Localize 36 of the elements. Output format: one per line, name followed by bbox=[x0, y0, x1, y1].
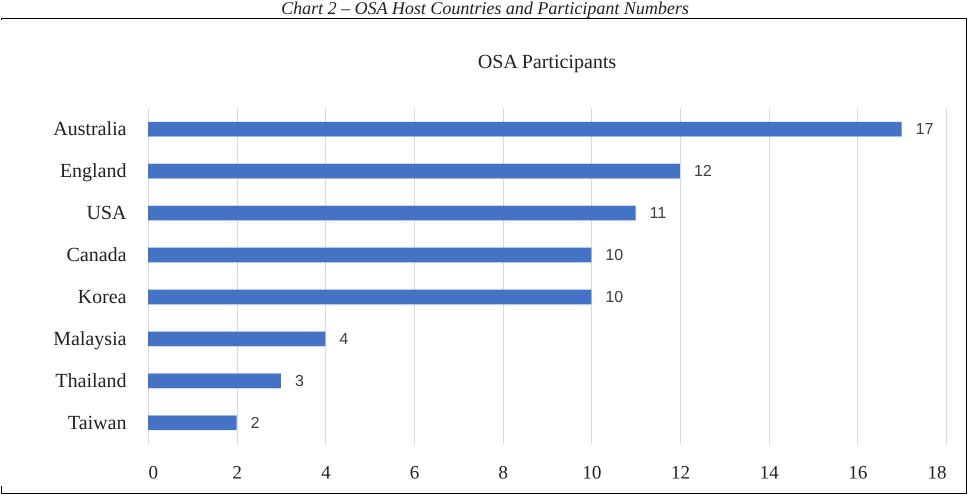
bar bbox=[148, 122, 902, 137]
y-tick-label: England bbox=[60, 160, 126, 182]
data-label: 11 bbox=[650, 205, 666, 222]
y-tick-label: Australia bbox=[53, 118, 127, 140]
y-tick-label: Thailand bbox=[55, 370, 126, 392]
x-tick-label: 6 bbox=[410, 462, 420, 484]
x-tick-label: 10 bbox=[582, 462, 602, 484]
bar bbox=[148, 248, 592, 262]
data-label: 2 bbox=[250, 414, 260, 432]
bar bbox=[148, 332, 326, 346]
x-tick-label: 8 bbox=[498, 462, 508, 484]
x-tick-label: 18 bbox=[928, 462, 946, 484]
bar bbox=[148, 415, 237, 430]
x-tick-label: 4 bbox=[321, 462, 332, 484]
y-tick-label: Taiwan bbox=[68, 412, 126, 434]
x-tick-label: 2 bbox=[232, 462, 242, 484]
bar bbox=[148, 374, 281, 388]
data-label: 17 bbox=[916, 121, 934, 138]
data-label: 10 bbox=[605, 247, 624, 264]
x-tick-label: 12 bbox=[671, 462, 690, 484]
bar bbox=[148, 164, 680, 178]
data-label: 12 bbox=[694, 163, 712, 180]
caption: Chart 2 – OSA Host Countries and Participant Numbers bbox=[280, 0, 690, 18]
y-tick-label: Malaysia bbox=[53, 328, 127, 350]
data-label: 3 bbox=[295, 372, 304, 390]
bar bbox=[148, 206, 636, 220]
x-tick-label: 14 bbox=[760, 462, 780, 484]
bar bbox=[148, 290, 592, 304]
x-tick-label: 0 bbox=[148, 462, 158, 484]
data-label: 10 bbox=[605, 288, 624, 306]
x-tick-label: 16 bbox=[848, 462, 868, 484]
y-tick-label: Canada bbox=[66, 244, 127, 266]
y-tick-label: Korea bbox=[78, 286, 127, 308]
data-label: 4 bbox=[339, 330, 348, 348]
y-tick-label: USA bbox=[86, 202, 128, 224]
chart-title: OSA Participants bbox=[478, 51, 616, 73]
